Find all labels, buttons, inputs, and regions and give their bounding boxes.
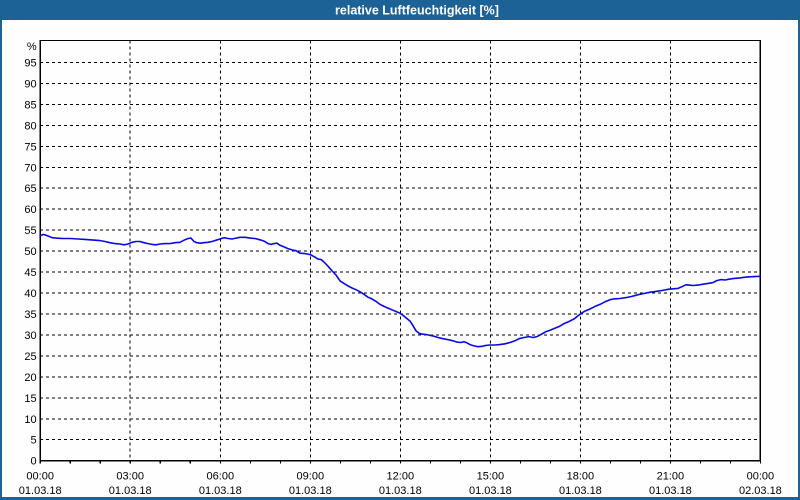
- svg-text:12:00: 12:00: [387, 471, 415, 483]
- svg-text:00:00: 00:00: [26, 471, 54, 483]
- svg-text:45: 45: [24, 267, 36, 279]
- svg-text:01.03.18: 01.03.18: [19, 485, 62, 497]
- svg-text:5: 5: [30, 435, 36, 447]
- svg-text:30: 30: [24, 330, 36, 342]
- svg-text:60: 60: [24, 204, 36, 216]
- svg-text:%: %: [27, 41, 37, 53]
- svg-text:0: 0: [30, 456, 36, 468]
- svg-text:20: 20: [24, 372, 36, 384]
- svg-text:01.03.18: 01.03.18: [649, 485, 692, 497]
- svg-text:70: 70: [24, 162, 36, 174]
- svg-text:35: 35: [24, 309, 36, 321]
- svg-text:65: 65: [24, 183, 36, 195]
- svg-text:90: 90: [24, 79, 36, 91]
- svg-text:80: 80: [24, 120, 36, 132]
- svg-text:01.03.18: 01.03.18: [469, 485, 512, 497]
- svg-text:01.03.18: 01.03.18: [379, 485, 422, 497]
- svg-text:40: 40: [24, 288, 36, 300]
- svg-text:15:00: 15:00: [477, 471, 505, 483]
- svg-text:relative Luftfeuchtigkeit [%]: relative Luftfeuchtigkeit [%]: [335, 4, 499, 18]
- svg-text:01.03.18: 01.03.18: [199, 485, 242, 497]
- svg-text:10: 10: [24, 414, 36, 426]
- svg-text:95: 95: [24, 58, 36, 70]
- svg-text:00:00: 00:00: [747, 471, 775, 483]
- svg-text:75: 75: [24, 141, 36, 153]
- svg-text:18:00: 18:00: [567, 471, 595, 483]
- svg-text:01.03.18: 01.03.18: [559, 485, 602, 497]
- svg-text:15: 15: [24, 393, 36, 405]
- svg-text:02.03.18: 02.03.18: [739, 485, 782, 497]
- svg-text:09:00: 09:00: [297, 471, 325, 483]
- svg-text:03:00: 03:00: [116, 471, 144, 483]
- svg-text:01.03.18: 01.03.18: [109, 485, 152, 497]
- svg-text:50: 50: [24, 246, 36, 258]
- svg-text:25: 25: [24, 351, 36, 363]
- svg-text:55: 55: [24, 225, 36, 237]
- svg-text:21:00: 21:00: [657, 471, 685, 483]
- svg-text:85: 85: [24, 99, 36, 111]
- svg-text:01.03.18: 01.03.18: [289, 485, 332, 497]
- svg-text:06:00: 06:00: [207, 471, 235, 483]
